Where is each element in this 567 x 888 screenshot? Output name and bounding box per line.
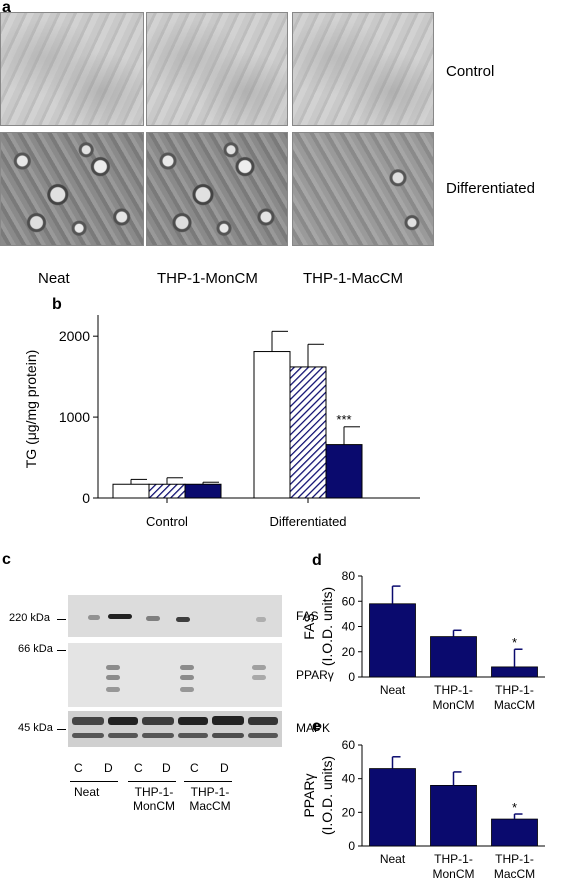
panel-c-letter: c xyxy=(2,551,11,568)
group-label-maccm: THP-1- MacCM xyxy=(189,785,231,813)
y-tick-label: 2000 xyxy=(59,328,90,344)
y-axis-label: FAS xyxy=(301,613,317,639)
blot-fas xyxy=(68,595,282,637)
column-label-maccm: THP-1-MacCM xyxy=(303,270,403,287)
significance-marker: * xyxy=(512,800,517,815)
y-tick-label: 60 xyxy=(342,738,356,752)
group-label-moncm: THP-1- MonCM xyxy=(132,785,175,813)
x-tick-label: Control xyxy=(146,514,188,529)
column-label-moncm: THP-1-MonCM xyxy=(157,270,258,287)
row-label-control: Control xyxy=(446,63,495,80)
blot-label-ppar: PPARγ xyxy=(296,668,334,682)
y-tick-label: 20 xyxy=(342,805,356,819)
x-tick-label: THP-1- xyxy=(495,683,534,697)
bar xyxy=(430,785,477,847)
y-tick-label: 40 xyxy=(342,620,356,634)
panel-d-letter: d xyxy=(312,552,322,569)
bar xyxy=(112,483,150,499)
panel-b-letter: b xyxy=(52,296,62,313)
y-axis-label: TG (μg/mg protein) xyxy=(23,350,39,469)
significance-marker: * xyxy=(512,635,517,650)
blot-mapk xyxy=(68,711,282,747)
bar xyxy=(369,768,416,847)
lane-label: C xyxy=(134,761,143,775)
blot-label-mapk: MAPK xyxy=(296,721,331,735)
significance-marker: *** xyxy=(336,412,351,427)
x-tick-label-line2: MacCM xyxy=(494,867,535,881)
marker-45: 45 kDa xyxy=(18,722,53,734)
bar xyxy=(148,483,186,499)
lane-label: C xyxy=(74,761,83,775)
bar xyxy=(491,818,538,847)
micrograph-maccm-control xyxy=(292,12,434,126)
y-tick-label: 60 xyxy=(342,594,356,608)
bar xyxy=(491,666,538,678)
micrograph-moncm-control xyxy=(146,12,288,126)
blot-ppar xyxy=(68,643,282,707)
y-tick-label: 1000 xyxy=(59,409,90,425)
group-line-moncm xyxy=(128,781,176,782)
column-label-neat: Neat xyxy=(38,270,70,287)
x-tick-label: THP-1- xyxy=(434,852,473,866)
marker-45-tick xyxy=(57,729,66,730)
bar xyxy=(369,603,416,678)
micrograph-moncm-differentiated xyxy=(146,132,288,246)
x-tick-label: Differentiated xyxy=(269,514,346,529)
bar xyxy=(289,366,327,499)
x-tick-label-line2: MonCM xyxy=(432,698,474,712)
x-tick-label: THP-1- xyxy=(495,852,534,866)
micrograph-maccm-differentiated xyxy=(292,132,434,246)
marker-220: 220 kDa xyxy=(9,612,50,624)
row-label-differentiated: Differentiated xyxy=(446,180,535,197)
group-line-maccm xyxy=(184,781,232,782)
y-axis-label-units: (I.O.D. units) xyxy=(319,756,335,835)
y-tick-label: 40 xyxy=(342,772,356,786)
group-line-neat xyxy=(70,781,118,782)
marker-66-tick xyxy=(57,650,66,651)
bar xyxy=(430,636,477,678)
x-tick-label: Neat xyxy=(380,683,406,697)
y-axis-label-units: (I.O.D. units) xyxy=(319,587,335,666)
panel-e-letter: e xyxy=(312,718,321,735)
y-tick-label: 0 xyxy=(348,839,355,853)
y-tick-label: 0 xyxy=(348,670,355,684)
micrograph-neat-differentiated xyxy=(0,132,144,246)
lane-label: D xyxy=(104,761,113,775)
lane-label: C xyxy=(190,761,199,775)
x-tick-label-line2: MacCM xyxy=(494,698,535,712)
blot-label-fas: FAS xyxy=(296,609,319,623)
x-tick-label: Neat xyxy=(380,852,406,866)
x-tick-label-line2: MonCM xyxy=(432,867,474,881)
x-tick-label: THP-1- xyxy=(434,683,473,697)
micrograph-neat-control xyxy=(0,12,144,126)
y-axis-label: PPARγ xyxy=(301,773,317,817)
bar xyxy=(253,351,291,499)
y-tick-label: 80 xyxy=(342,569,356,583)
y-tick-label: 0 xyxy=(82,490,90,506)
marker-220-tick xyxy=(57,619,66,620)
bar xyxy=(184,483,222,499)
lane-label: D xyxy=(162,761,171,775)
lane-label: D xyxy=(220,761,229,775)
bar xyxy=(325,444,363,499)
y-tick-label: 20 xyxy=(342,645,356,659)
chart-b: 0 1000 2000 TG (μg/mg protein) Control Differ… xyxy=(23,315,420,529)
marker-66: 66 kDa xyxy=(18,643,53,655)
panel-a-letter: a xyxy=(2,0,11,16)
group-label-neat: Neat xyxy=(74,785,100,799)
